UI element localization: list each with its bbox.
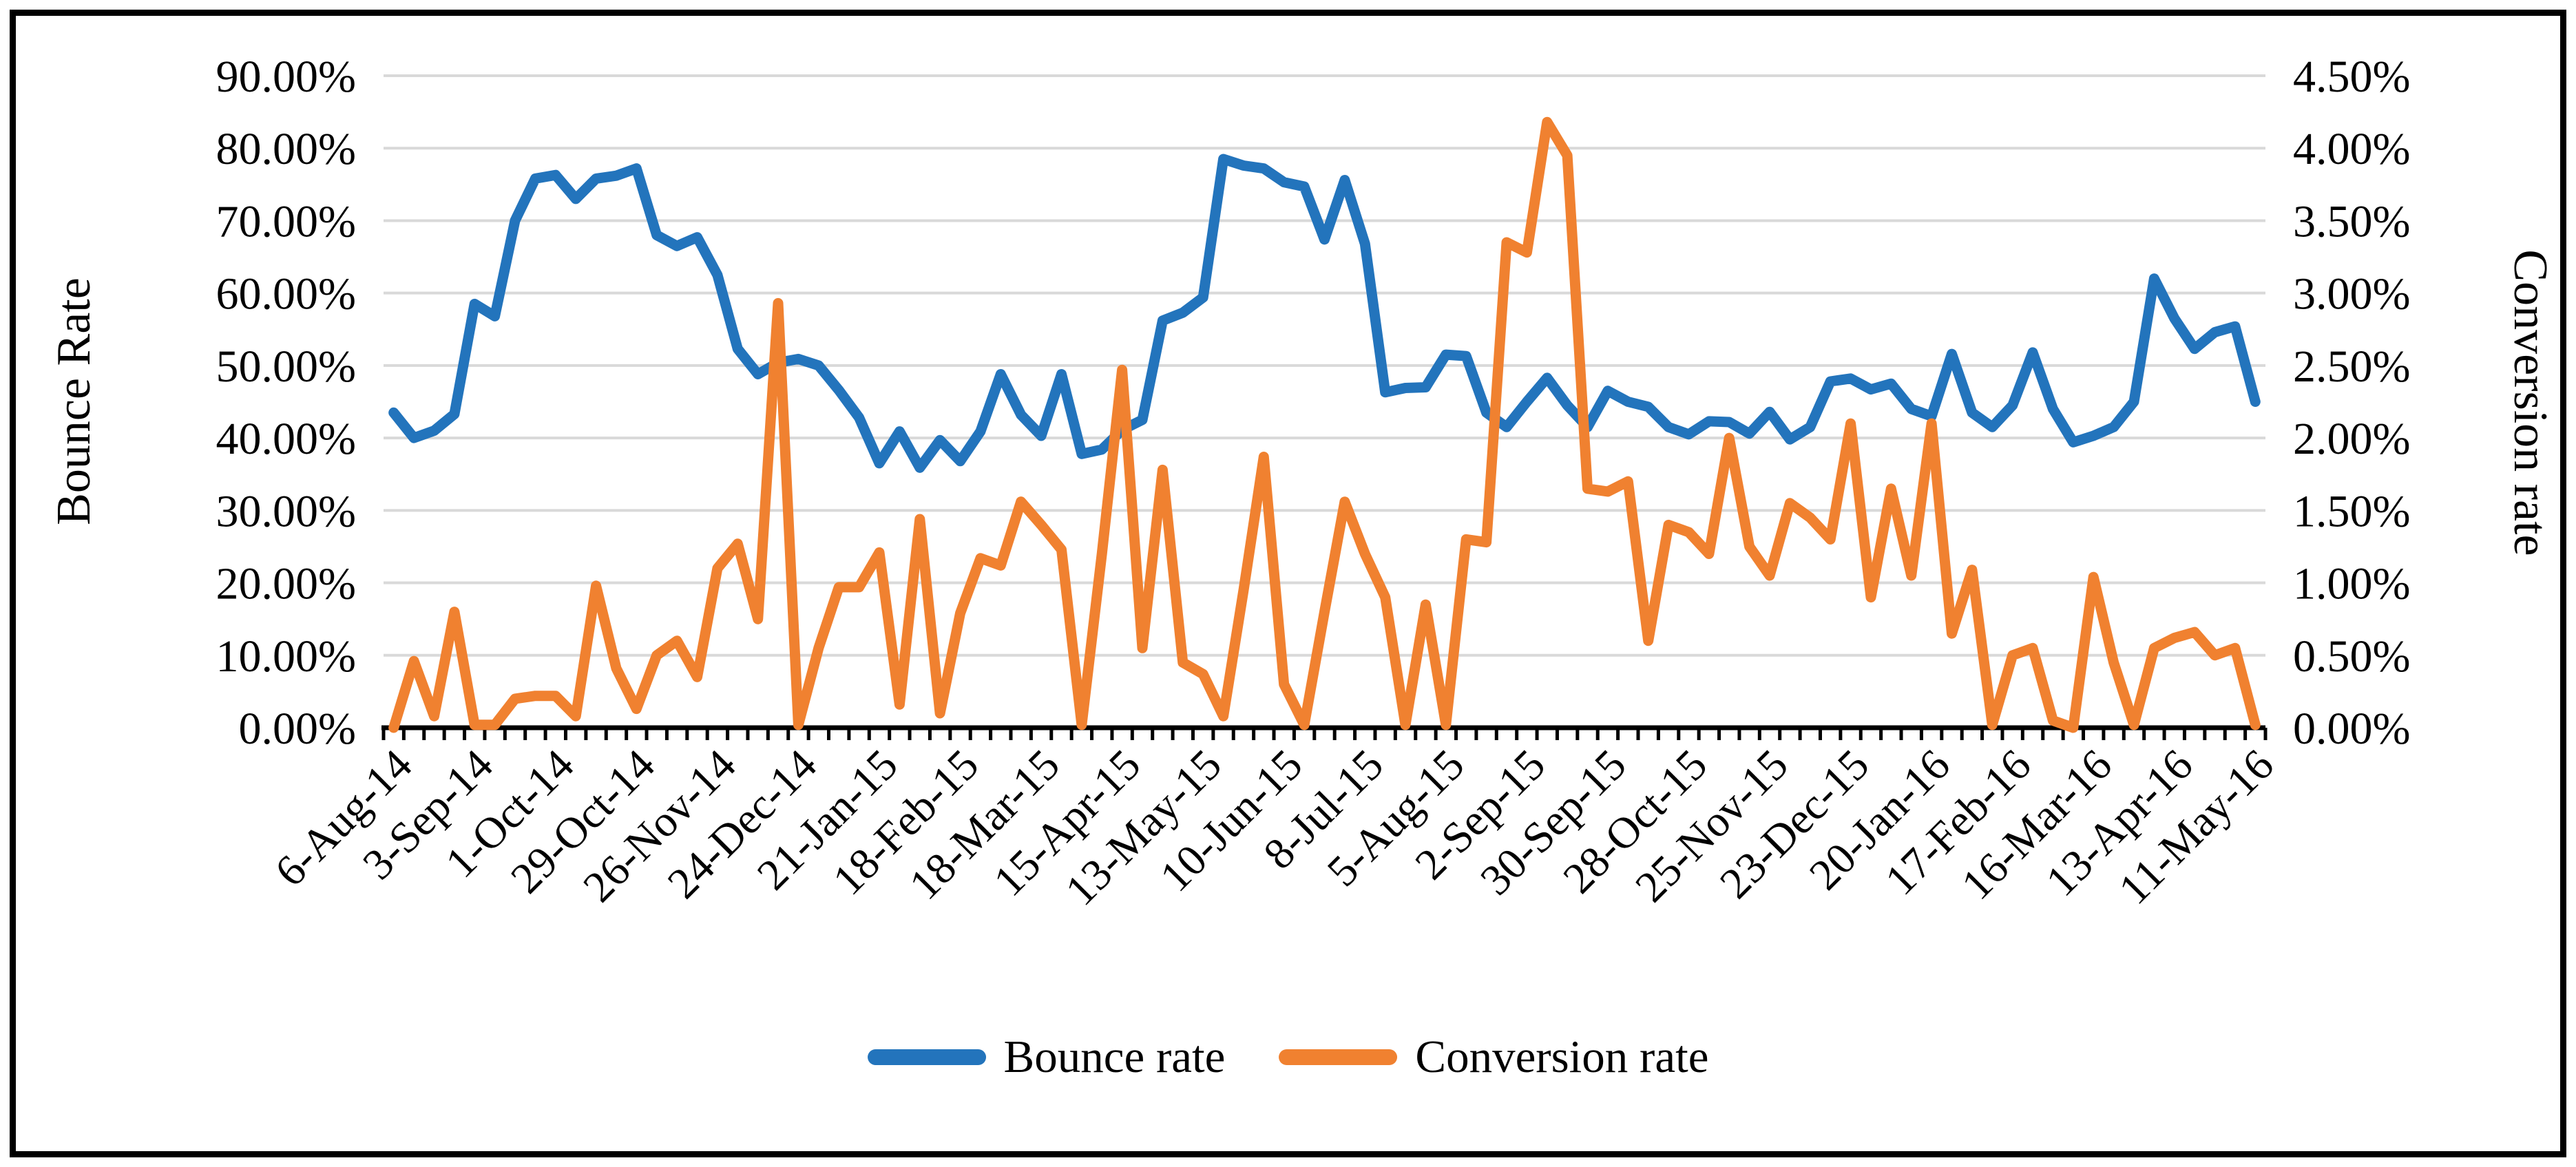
conversion-rate-legend-swatch — [1279, 1049, 1398, 1065]
conversion-rate-line — [388, 116, 2261, 733]
right-axis-tick-label: 4.00% — [2293, 124, 2410, 174]
left-axis-tick-label: 30.00% — [216, 486, 356, 536]
bounce-rate-legend-label: Bounce rate — [1003, 1031, 1226, 1082]
left-axis-tick-label: 90.00% — [216, 52, 356, 102]
bounce-rate-line — [388, 154, 2261, 473]
series-lines — [388, 116, 2261, 733]
left-axis-tick-label: 0.00% — [239, 704, 356, 754]
left-axis-tick-labels: 0.00% 10.00% 20.00% 30.00% 40.00% 50.00% 60.00… — [216, 52, 356, 754]
left-axis-tick-label: 40.00% — [216, 414, 356, 464]
conversion-rate-legend-label: Conversion rate — [1415, 1031, 1709, 1082]
right-axis-tick-label: 0.00% — [2293, 704, 2410, 754]
right-axis-tick-label: 2.00% — [2293, 414, 2410, 464]
left-axis-tick-label: 80.00% — [216, 124, 356, 174]
gridlines — [384, 74, 2265, 657]
right-axis-tick-label: 1.50% — [2293, 486, 2410, 536]
right-axis-tick-label: 4.50% — [2293, 52, 2410, 102]
right-axis-tick-label: 3.00% — [2293, 269, 2410, 319]
left-axis-tick-label: 10.00% — [216, 631, 356, 682]
x-axis-date-labels: 6-Aug-143-Sep-141-Oct-1429-Oct-1426-Nov-… — [265, 740, 2283, 915]
right-axis-tick-label: 2.50% — [2293, 341, 2410, 392]
left-axis-tick-label: 70.00% — [216, 196, 356, 246]
left-axis-title: Bounce Rate — [48, 277, 101, 525]
right-axis-tick-label: 1.00% — [2293, 559, 2410, 609]
left-axis-tick-label: 20.00% — [216, 559, 356, 609]
chart-legend: Bounce rate Conversion rate — [867, 1031, 1708, 1082]
legend-item-conversion-rate: Conversion rate — [1279, 1034, 1708, 1080]
bounce-rate-legend-swatch — [867, 1049, 986, 1065]
legend-item-bounce-rate: Bounce rate — [867, 1031, 1226, 1082]
right-axis-title: Conversion rate — [2504, 249, 2557, 556]
right-axis-tick-labels: 0.00% 0.50% 1.00% 1.50% 2.00% 2.50% 3.00% 3.50%… — [2293, 52, 2410, 754]
right-axis-tick-label: 0.50% — [2293, 631, 2410, 682]
left-axis-tick-label: 50.00% — [216, 341, 356, 392]
right-axis-tick-label: 3.50% — [2293, 196, 2410, 246]
left-axis-tick-label: 60.00% — [216, 269, 356, 319]
